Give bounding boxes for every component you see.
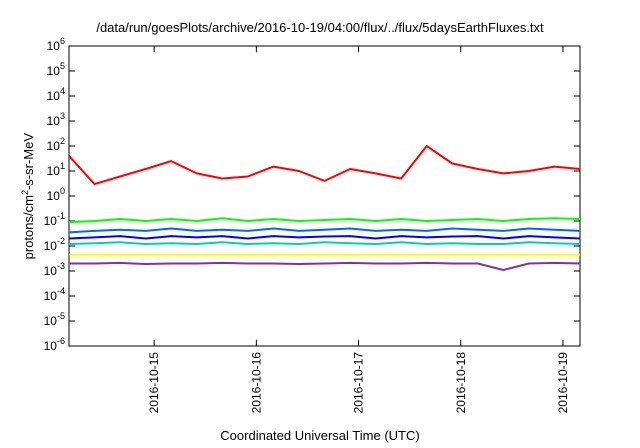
series-line-2 (68, 217, 581, 224)
y-tick-label: 10-2 (44, 236, 65, 253)
series-line-3 (68, 227, 581, 234)
chart-title: /data/run/goesPlots/archive/2016-10-19/0… (96, 20, 544, 35)
y-axis: 10-6 10-5 10-4 10-3 10-2 10-1 100 101 102 103 104 1… (44, 36, 580, 353)
y-tick-label: 10-1 (44, 211, 65, 228)
y-tick-label: 102 (47, 136, 65, 153)
series-line-4 (68, 235, 581, 240)
x-axis: 2016-10-15 2016-10-16 2016-10-17 2016-10-18… (147, 46, 570, 413)
series-line-7 (69, 261, 581, 271)
series-group (68, 145, 581, 271)
series-line-5 (68, 241, 581, 245)
y-tick-label: 101 (47, 161, 65, 178)
y-tick-label: 105 (47, 61, 65, 78)
y-tick-label: 10-3 (44, 261, 65, 278)
x-tick-label: 2016-10-19 (556, 352, 570, 414)
x-axis-label: Coordinated Universal Time (UTC) (220, 428, 420, 443)
x-tick-label: 2016-10-15 (147, 352, 161, 414)
y-tick-label: 103 (47, 111, 65, 128)
y-tick-label: 106 (47, 36, 65, 53)
y-tick-label: 10-4 (44, 286, 65, 303)
y-tick-label: 10-6 (44, 336, 65, 353)
x-tick-label: 2016-10-16 (249, 352, 263, 414)
plot-frame (68, 45, 581, 347)
y-axis-label: protons/cm2-s-sr-MeV (19, 132, 37, 260)
x-tick-label: 2016-10-18 (454, 352, 468, 414)
series-line-1 (68, 145, 581, 186)
y-tick-label: 10-5 (44, 311, 65, 328)
x-tick-label: 2016-10-17 (352, 352, 366, 414)
y-tick-label: 104 (47, 86, 65, 103)
y-tick-label: 100 (47, 186, 65, 203)
